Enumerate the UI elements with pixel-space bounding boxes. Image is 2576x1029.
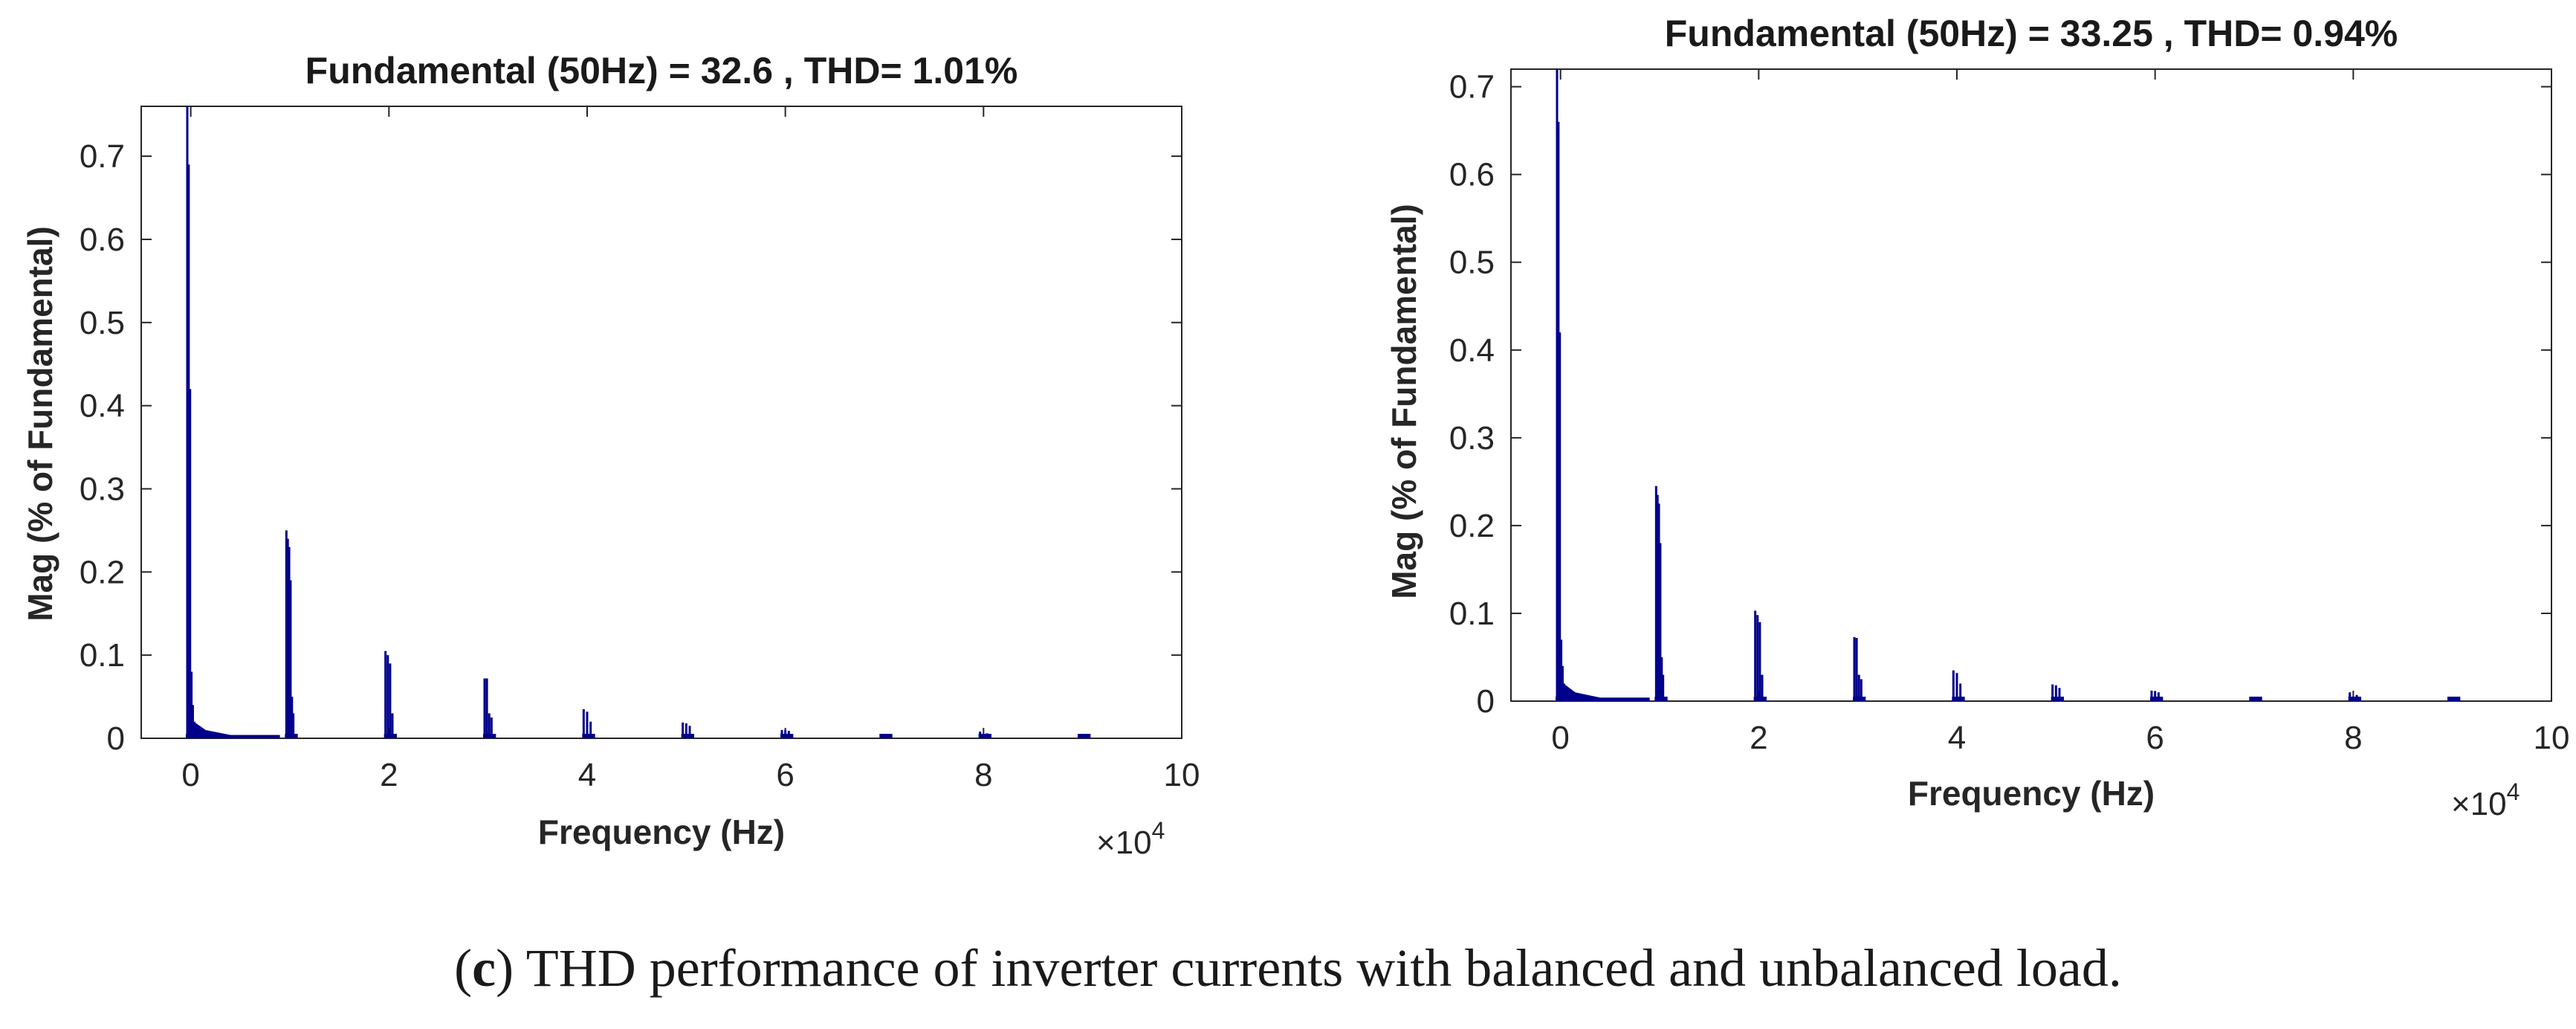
noise-floor: [2348, 697, 2361, 701]
noise-floor: [1753, 697, 1767, 701]
noise-floor: [384, 734, 397, 738]
y-tick-label: 0.3: [80, 471, 125, 507]
y-axis-label: Mag (% of Fundamental): [21, 226, 59, 622]
y-tick-label: 0.2: [80, 554, 125, 590]
y-tick-label: 0.2: [1449, 508, 1495, 544]
y-tick-label: 0: [107, 720, 125, 757]
spectrum-chart-unbalanced: Fundamental (50Hz) = 33.25 , THD= 0.94% …: [1385, 13, 2569, 822]
y-tick-label: 0.5: [1449, 245, 1495, 281]
x-tick-label: 4: [1948, 720, 1966, 756]
noise-floor: [1556, 697, 1569, 701]
chart-title: Fundamental (50Hz) = 33.25 , THD= 0.94%: [1665, 13, 2398, 54]
y-tick-label: 0: [1477, 683, 1495, 720]
noise-skirt: [1563, 683, 1650, 701]
plot-area: [140, 106, 1182, 739]
spectrum-chart-balanced: Fundamental (50Hz) = 32.6 , THD= 1.01% M…: [21, 50, 1200, 861]
caption-text: THD performance of inverter currents wit…: [514, 938, 2122, 998]
y-tick-label: 0.6: [1449, 157, 1495, 193]
y-tick-label: 0.7: [1449, 69, 1495, 106]
x-axis-label: Frequency (Hz): [1908, 774, 2155, 813]
y-tick-label: 0.7: [80, 138, 125, 175]
y-axis-label: Mag (% of Fundamental): [1385, 204, 1423, 599]
noise-floor: [2249, 697, 2262, 701]
x-tick-label: 10: [1164, 757, 1200, 793]
plot-area: [1510, 68, 2552, 702]
y-tick-label: 0.1: [1449, 596, 1495, 632]
noise-floor: [978, 734, 991, 738]
x-tick-label: 6: [776, 757, 794, 793]
noise-floor: [2051, 697, 2064, 701]
x-tick-label: 8: [2344, 720, 2362, 756]
x-axis-multiplier: ×104: [2451, 778, 2520, 822]
y-tick-label: 0.3: [1449, 420, 1495, 457]
x-tick-label: 2: [380, 757, 398, 793]
noise-floor: [1078, 734, 1091, 738]
y-tick-label: 0.4: [1449, 332, 1495, 369]
y-tick-label: 0.4: [80, 388, 125, 425]
noise-floor: [681, 734, 694, 738]
x-tick-label: 0: [1551, 720, 1569, 756]
noise-floor: [1853, 697, 1866, 701]
y-tick-label: 0.6: [80, 222, 125, 258]
noise-floor: [1952, 697, 1965, 701]
x-tick-label: 8: [974, 757, 992, 793]
noise-floor: [483, 734, 496, 738]
x-axis-multiplier-exponent: 4: [1152, 817, 1165, 844]
noise-floor: [780, 734, 794, 738]
x-axis-label: Frequency (Hz): [538, 813, 785, 851]
noise-floor: [285, 734, 298, 738]
noise-floor: [582, 734, 595, 738]
noise-floor: [2150, 697, 2164, 701]
chart-title: Fundamental (50Hz) = 32.6 , THD= 1.01%: [305, 50, 1018, 91]
x-tick-label: 10: [2534, 720, 2570, 756]
figure-caption: (c) THD performance of inverter currents…: [454, 938, 2122, 998]
x-tick-label: 0: [181, 757, 199, 793]
noise-skirt: [193, 721, 280, 738]
caption-label: c: [472, 938, 496, 998]
y-tick-label: 0.5: [80, 305, 125, 341]
noise-floor: [2447, 697, 2461, 701]
x-tick-label: 4: [578, 757, 596, 793]
x-axis-multiplier: ×104: [1096, 817, 1165, 861]
noise-floor: [186, 734, 199, 738]
x-tick-label: 6: [2146, 720, 2164, 756]
x-tick-label: 2: [1750, 720, 1767, 756]
x-axis-multiplier-exponent: 4: [2507, 778, 2520, 805]
noise-floor: [879, 734, 893, 738]
y-tick-label: 0.1: [80, 637, 125, 674]
noise-floor: [1654, 697, 1668, 701]
